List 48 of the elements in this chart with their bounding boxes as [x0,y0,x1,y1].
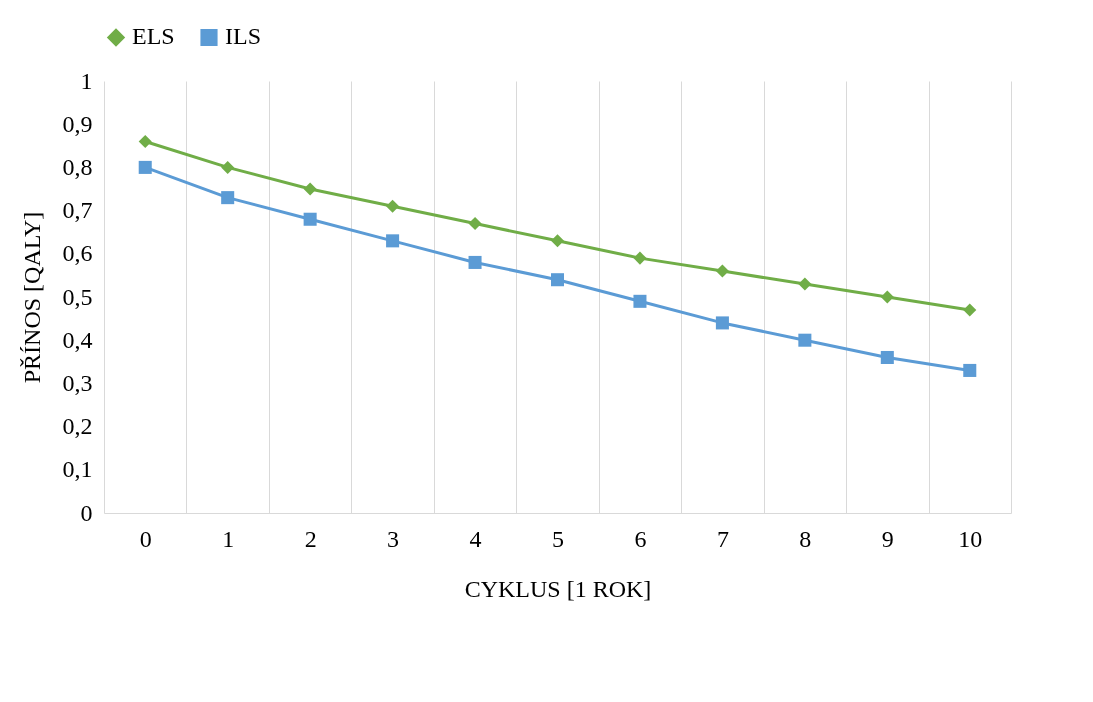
x-tick-label: 8 [799,525,812,552]
y-tick-label: 0,8 [62,153,93,180]
x-tick-label: 4 [469,525,482,552]
point [798,333,812,347]
y-tick-label: 0,1 [62,456,93,483]
point [963,303,977,317]
point [550,234,565,248]
point [386,234,400,248]
legend-label: ILS [225,23,261,50]
point [138,134,152,148]
x-axis-title: CYKLUS [1 ROK] [464,575,652,602]
legend-label: ELS [132,23,175,50]
point [633,251,647,265]
x-tick-label: 10 [958,525,983,552]
point [303,182,317,196]
point [138,160,152,174]
x-tick-label: 7 [716,525,729,552]
x-tick-label: 2 [304,525,317,552]
y-tick-label: 0,2 [62,413,93,440]
y-tick-label: 0,9 [62,110,93,137]
point [221,160,235,174]
y-tick-label: 0,3 [62,369,93,396]
x-tick-label: 5 [552,525,564,552]
point [221,191,235,205]
point [715,316,729,330]
x-tick-label: 3 [387,525,400,552]
x-tick-label: 0 [139,525,152,552]
y-axis-title: PŘÍNOS [QALY] [18,211,45,384]
point [798,277,812,291]
point [715,264,729,278]
y-tick-label: 0,5 [62,283,93,310]
point [633,294,647,308]
point [386,199,400,213]
point [468,217,482,231]
point [550,273,565,287]
point [303,212,317,226]
y-tick-label: 0 [80,499,93,526]
point [880,290,894,304]
y-tick-label: 1 [80,67,93,94]
x-tick-label: 1 [222,525,235,552]
point [880,350,894,364]
y-tick-label: 0,6 [62,240,93,267]
y-tick-label: 0,4 [62,326,93,353]
x-tick-label: 9 [881,525,894,552]
point [963,363,977,377]
x-tick-label: 6 [634,525,647,552]
y-tick-label: 0,7 [62,197,93,224]
point [468,255,482,269]
